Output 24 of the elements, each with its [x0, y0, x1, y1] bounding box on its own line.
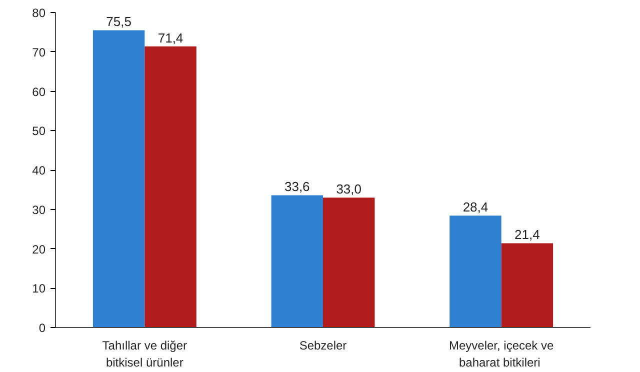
y-tick-label: 50: [32, 124, 46, 138]
data-label: 21,4: [514, 227, 540, 242]
y-tick-label: 20: [32, 242, 46, 256]
y-tick-label: 40: [32, 164, 46, 178]
y-tick-label: 70: [32, 45, 46, 60]
data-label: 28,4: [462, 200, 488, 215]
x-tick-label: Sebzeler: [299, 338, 347, 352]
bar: [271, 195, 323, 328]
y-tick-label: 30: [32, 202, 46, 217]
y-tick-label: 60: [32, 84, 46, 99]
data-label: 33,6: [284, 179, 310, 194]
x-tick-label: Meyveler, içecek ve baharat bitkileri: [448, 338, 554, 370]
data-label: 75,5: [106, 14, 132, 30]
x-tick-label: Tahıllar ve diğer bitkisel ürünler: [102, 338, 188, 370]
bar: [501, 243, 554, 328]
y-tick-label: 10: [32, 282, 46, 296]
y-tick-label: 0: [38, 321, 46, 335]
bar: [144, 46, 196, 328]
y-tick-label: 80: [32, 6, 46, 20]
data-label: 71,4: [158, 30, 184, 46]
bar: [92, 30, 145, 328]
bar: [450, 216, 502, 328]
bar: [323, 198, 375, 328]
data-label: 33,0: [336, 182, 362, 197]
